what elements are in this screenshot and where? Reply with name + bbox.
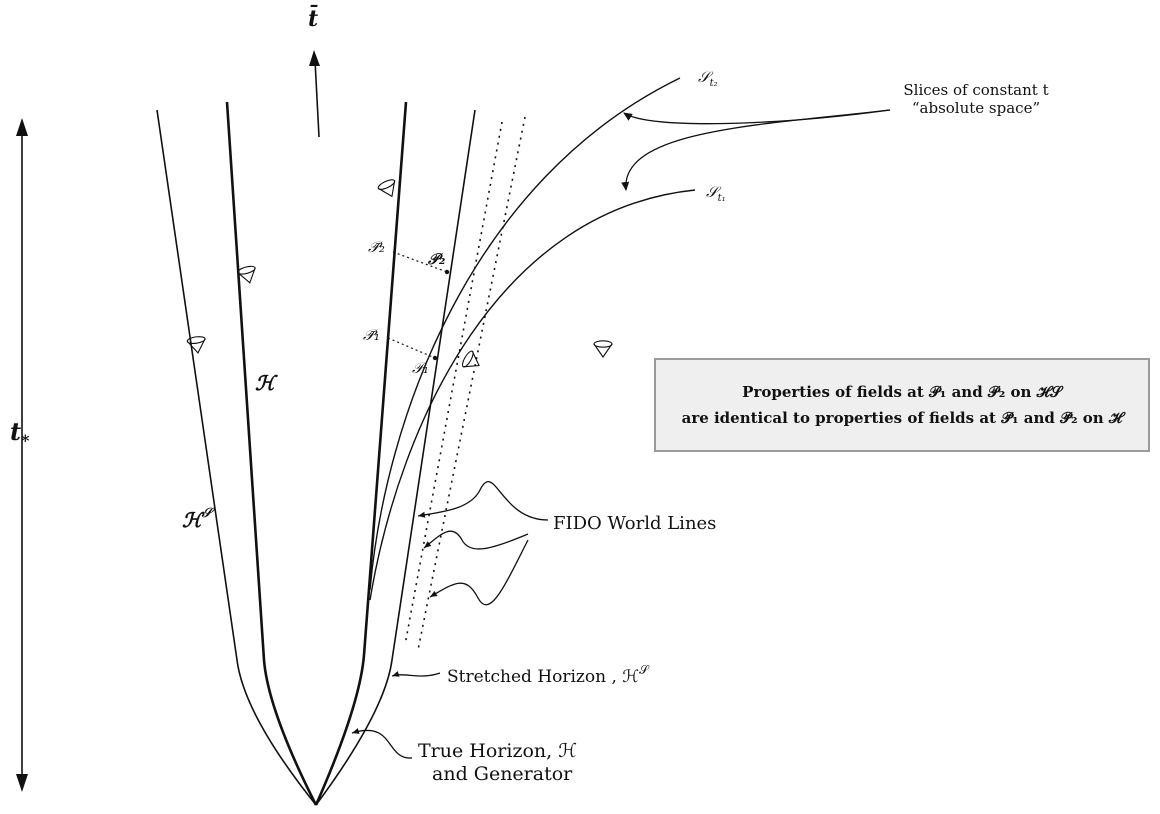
light-cone-3: [186, 336, 206, 354]
true-horizon-label-line1: True Horizon, ℋ: [418, 740, 577, 762]
true-horizon-right: [314, 101, 408, 806]
slices-annotation-arrow-lower: [621, 109, 891, 191]
stretched-horizon-right: [315, 109, 476, 806]
fido-label: FIDO World Lines: [553, 513, 716, 534]
note-line2: are identical to properties of fields at…: [681, 409, 1123, 427]
p2-label: 𝒫₂: [427, 250, 446, 268]
light-cone-5: [593, 340, 613, 358]
slices-annotation-line1: Slices of constant t: [903, 81, 1048, 99]
stretched-horizon-label: Stretched Horizon , ℋ𝒮: [447, 663, 650, 687]
t-star-axis: [16, 118, 28, 792]
fido-arrow-2: [423, 530, 529, 550]
point-p2: [444, 269, 450, 275]
slices-annotation-arrow-upper: [623, 109, 891, 125]
true-horizon-arrow: [351, 728, 413, 759]
light-cone-4: [461, 350, 480, 368]
slices-annotation-line2: “absolute space”: [912, 99, 1040, 117]
fido-arrow-3: [429, 539, 529, 606]
t-bar-arrow: [309, 50, 320, 138]
true-horizon-left: [225, 101, 318, 806]
slice-st2-label: 𝒮t₂: [698, 68, 718, 89]
stretched-horizon-arrow: [391, 671, 441, 677]
h-label: ℋ: [255, 371, 278, 395]
p2bar-label: 𝒫̄₂: [368, 238, 385, 256]
t-bar-label: t̄: [308, 4, 318, 32]
slice-st1: [369, 189, 696, 601]
fido-arrow-1: [417, 481, 549, 521]
properties-note-box: Properties of fields at 𝒫₁ and 𝒫₂ on ℋ𝒮 …: [654, 358, 1150, 452]
fido-line-1: [404, 121, 503, 646]
stretched-horizon-left: [156, 109, 317, 806]
slice-st1-label: 𝒮t₁: [706, 183, 726, 204]
true-horizon-label-line2: and Generator: [432, 763, 573, 785]
note-line1: Properties of fields at 𝒫₁ and 𝒫₂ on ℋ𝒮: [742, 383, 1062, 401]
slice-st2: [369, 77, 681, 591]
p1-label: 𝒫₁: [412, 359, 429, 377]
light-cone-2: [237, 265, 256, 284]
correspondence-p1: [387, 337, 436, 359]
light-cone-1: [377, 179, 396, 198]
point-p1: [432, 355, 438, 361]
t-star-label: t*: [10, 417, 30, 450]
p1bar-label: 𝒫̄₁: [363, 326, 380, 344]
hs-label: ℋ𝒮: [182, 506, 216, 532]
